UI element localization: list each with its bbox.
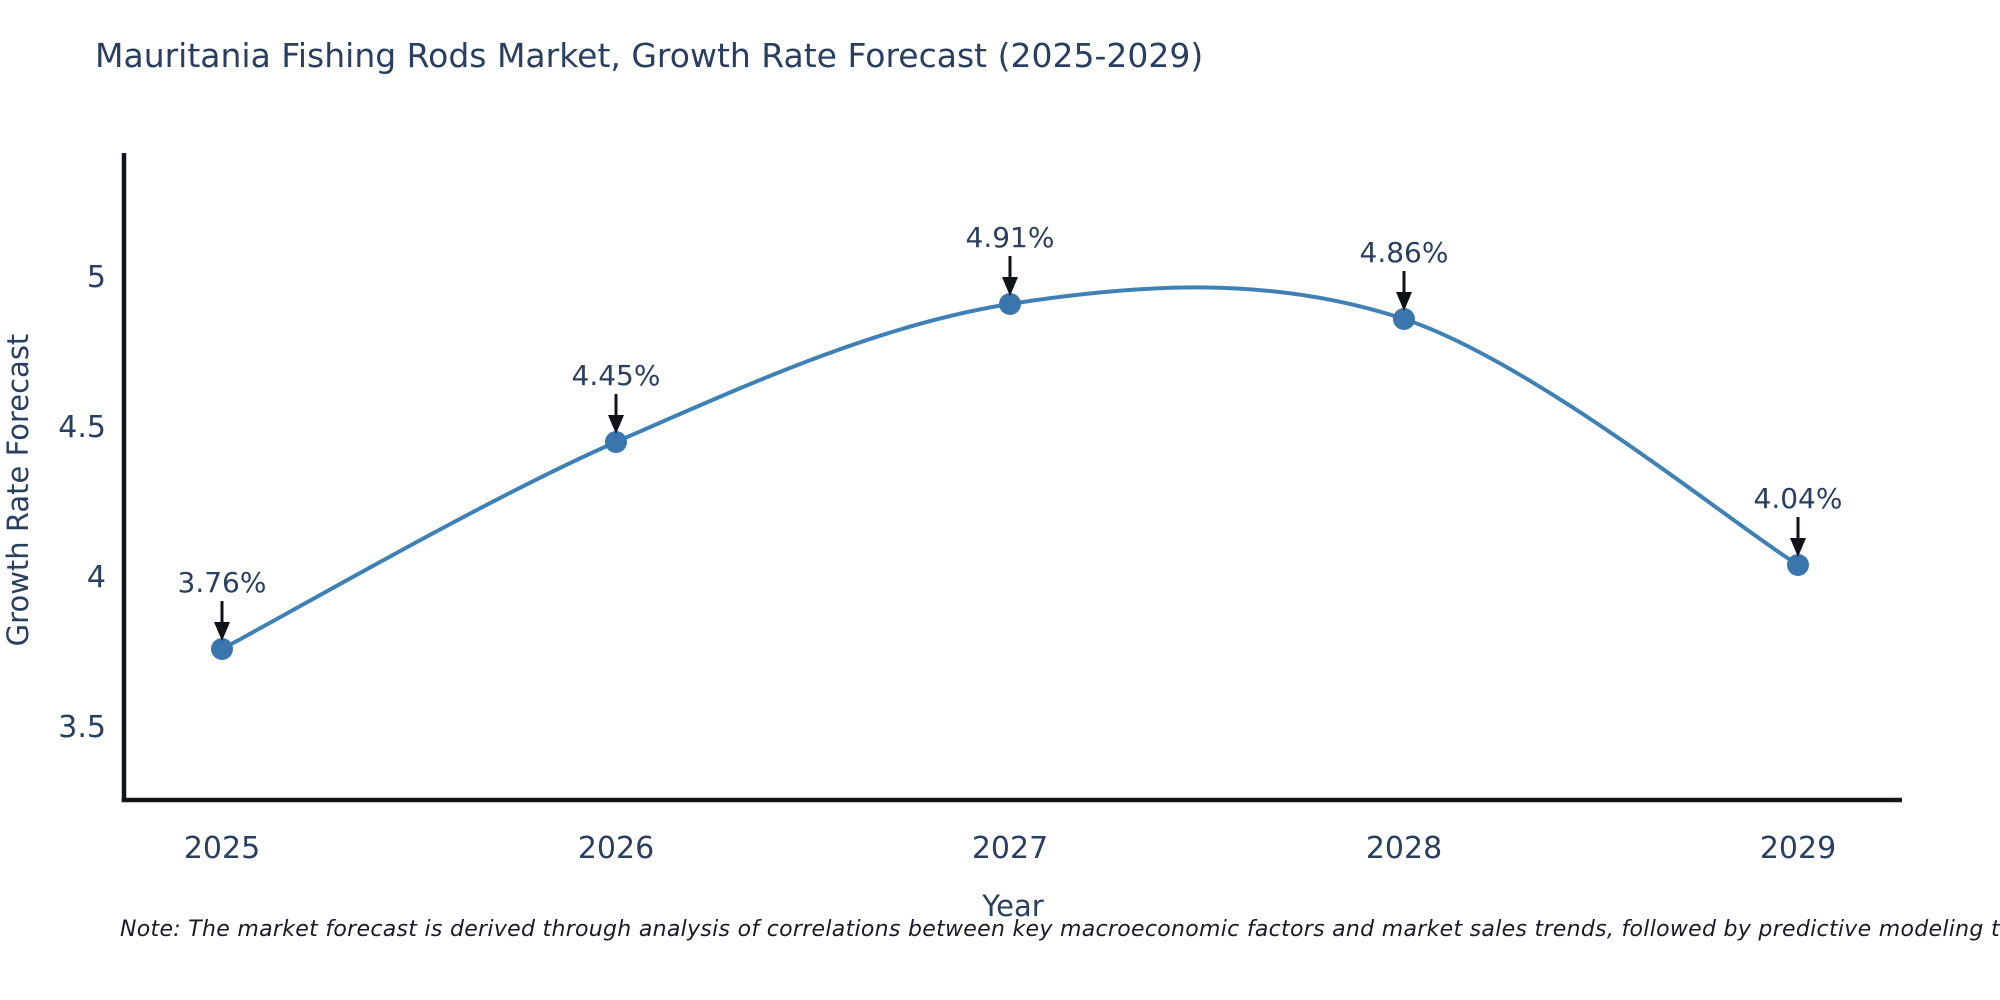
data-point (605, 431, 627, 453)
annotation-arrowhead (1790, 538, 1806, 557)
data-point-label: 4.45% (572, 359, 661, 392)
x-tick-label: 2029 (1760, 831, 1836, 866)
data-point-label: 4.86% (1360, 236, 1449, 269)
x-tick-label: 2028 (1366, 831, 1442, 866)
y-tick-label: 5 (87, 260, 106, 295)
data-point (1393, 308, 1415, 330)
data-point (1787, 554, 1809, 576)
data-point-label: 4.91% (966, 221, 1055, 254)
data-point-label: 3.76% (178, 566, 267, 599)
y-tick-label: 4.5 (58, 410, 106, 445)
x-tick-label: 2026 (578, 831, 654, 866)
data-point (999, 293, 1021, 315)
chart-title: Mauritania Fishing Rods Market, Growth R… (95, 36, 1204, 75)
trend-line (220, 285, 1800, 651)
annotation-arrowhead (1396, 292, 1412, 311)
y-tick-label: 3.5 (58, 710, 106, 745)
y-axis-title: Growth Rate Forecast (1, 334, 35, 647)
x-tick-label: 2025 (184, 831, 260, 866)
footnote: Note: The market forecast is derived thr… (120, 917, 2000, 942)
data-point (211, 638, 233, 660)
x-tick-label: 2027 (972, 831, 1048, 866)
annotation-arrowhead (214, 622, 230, 641)
annotation-arrowhead (1002, 277, 1018, 296)
y-tick-label: 4 (87, 560, 106, 595)
x-axis-title: Year (981, 889, 1043, 923)
data-point-label: 4.04% (1754, 482, 1843, 515)
annotation-arrowhead (608, 415, 624, 434)
